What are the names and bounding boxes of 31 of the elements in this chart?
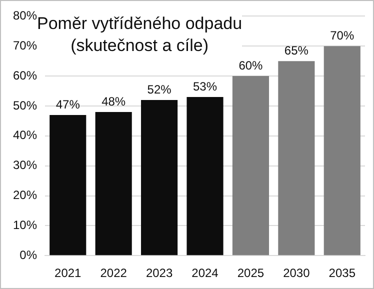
x-tick-label: 2021 <box>54 266 82 280</box>
bar <box>50 114 86 256</box>
y-tick-label: 30% <box>12 158 38 172</box>
y-tick-label: 40% <box>12 128 38 142</box>
data-label: 65% <box>284 43 309 58</box>
bar <box>141 100 178 256</box>
data-label: 48% <box>102 94 126 108</box>
x-tick-label: 2022 <box>100 266 128 280</box>
data-label: 47% <box>56 97 80 112</box>
y-tick-label: 0% <box>20 248 38 262</box>
y-tick-label: 70% <box>12 38 38 52</box>
bar <box>278 61 315 256</box>
y-tick-label: 50% <box>12 98 38 112</box>
data-label: 60% <box>238 58 264 72</box>
x-tick-label: 2025 <box>237 266 264 280</box>
text: Poměr vytříděného odpadu (skutečnost a cíle) <box>37 13 242 57</box>
x-tick-label: 2023 <box>146 266 173 280</box>
data-label: 53% <box>192 79 218 94</box>
y-tick-label: 10% <box>12 218 38 232</box>
bar <box>186 97 224 256</box>
y-tick-label: 80% <box>12 8 38 23</box>
bar <box>95 112 132 256</box>
x-tick-label: 2030 <box>283 266 310 280</box>
data-label: 70% <box>330 28 354 42</box>
bar <box>324 46 360 256</box>
x-tick-label: 2035 <box>328 266 356 280</box>
bar <box>232 76 270 256</box>
data-label: 52% <box>147 82 172 96</box>
x-tick-label: 2024 <box>192 266 219 280</box>
y-tick-label: 60% <box>12 68 38 82</box>
y-tick-label: 20% <box>12 188 38 202</box>
